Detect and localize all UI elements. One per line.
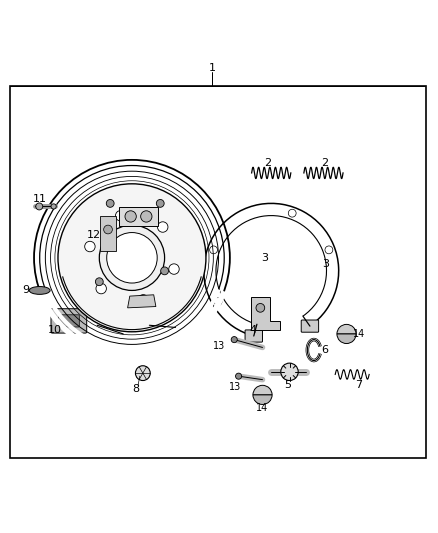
- Bar: [10, 86, 426, 458]
- Circle shape: [104, 225, 113, 234]
- FancyBboxPatch shape: [75, 212, 106, 236]
- Text: 14: 14: [256, 403, 268, 413]
- Text: 8: 8: [132, 384, 139, 394]
- Circle shape: [135, 366, 150, 381]
- FancyBboxPatch shape: [82, 218, 99, 230]
- Polygon shape: [127, 295, 156, 308]
- Text: 11: 11: [33, 194, 47, 204]
- Circle shape: [138, 295, 148, 305]
- Text: 7: 7: [356, 380, 363, 390]
- Wedge shape: [253, 385, 272, 395]
- Circle shape: [36, 203, 43, 210]
- Circle shape: [95, 278, 103, 286]
- Text: 1: 1: [209, 63, 216, 74]
- Circle shape: [116, 211, 126, 221]
- Circle shape: [169, 264, 179, 274]
- Ellipse shape: [29, 287, 50, 294]
- Text: 10: 10: [47, 325, 61, 335]
- Circle shape: [236, 373, 242, 379]
- Circle shape: [281, 363, 298, 381]
- Circle shape: [141, 211, 152, 222]
- FancyBboxPatch shape: [301, 320, 318, 332]
- Circle shape: [58, 184, 206, 332]
- Text: 13: 13: [213, 341, 225, 351]
- Text: 3: 3: [322, 260, 329, 269]
- Circle shape: [51, 204, 56, 209]
- Wedge shape: [253, 395, 272, 405]
- Bar: [100, 216, 116, 251]
- Circle shape: [256, 303, 265, 312]
- Text: 3: 3: [261, 253, 268, 263]
- Wedge shape: [337, 325, 356, 334]
- Circle shape: [125, 211, 136, 222]
- Circle shape: [106, 199, 114, 207]
- Text: 14: 14: [353, 329, 365, 339]
- Circle shape: [99, 225, 165, 290]
- Text: 5: 5: [284, 380, 291, 390]
- Bar: [119, 207, 158, 226]
- Text: 2: 2: [321, 158, 328, 168]
- Circle shape: [231, 336, 237, 343]
- Polygon shape: [251, 297, 280, 329]
- Text: 13: 13: [230, 383, 242, 392]
- Circle shape: [107, 232, 157, 283]
- Circle shape: [156, 199, 164, 207]
- Wedge shape: [337, 334, 356, 344]
- Circle shape: [158, 222, 168, 232]
- Text: 6: 6: [321, 345, 328, 355]
- Circle shape: [85, 241, 95, 252]
- FancyBboxPatch shape: [245, 330, 262, 342]
- Circle shape: [161, 267, 169, 275]
- Text: 12: 12: [87, 230, 101, 240]
- Text: 2: 2: [264, 158, 271, 168]
- Text: 9: 9: [23, 286, 30, 295]
- Circle shape: [96, 284, 106, 294]
- FancyBboxPatch shape: [58, 315, 79, 327]
- Text: 4: 4: [249, 325, 257, 335]
- FancyBboxPatch shape: [51, 309, 87, 333]
